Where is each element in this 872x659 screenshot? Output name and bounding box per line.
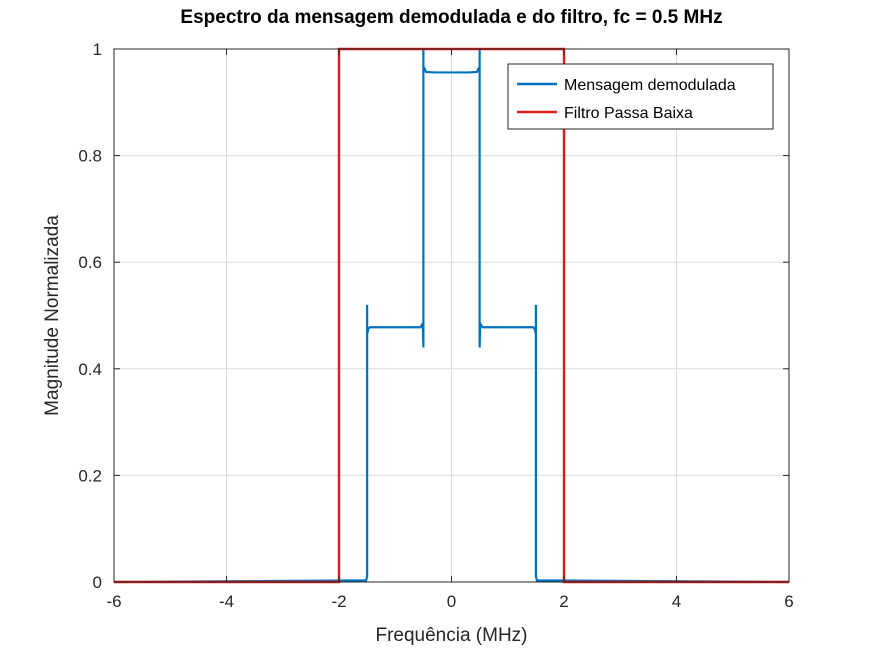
x-tick-label: -6 [106, 592, 121, 611]
y-tick-label: 0.8 [78, 147, 102, 166]
series-line-1 [113, 49, 790, 584]
y-tick-label: 0.4 [78, 360, 102, 379]
x-tick-label: 6 [784, 592, 793, 611]
x-tick-label: 0 [447, 592, 456, 611]
x-tick-label: -4 [219, 592, 234, 611]
y-axis-label: Magnitude Normalizada [42, 215, 63, 416]
y-tick-label: 1 [93, 40, 102, 59]
legend: Mensagem demodulada Filtro Passa Baixa [507, 63, 774, 130]
x-tick-label: 4 [672, 592, 681, 611]
y-tick-label: 0 [93, 573, 102, 592]
x-tick-label: -2 [331, 592, 346, 611]
ticks: -6 -4 -2 0 2 4 6 0 0.2 0.4 0.6 0.8 1 [78, 40, 793, 611]
y-tick-label: 0.2 [78, 466, 102, 485]
legend-entry: Filtro Passa Baixa [564, 105, 693, 122]
x-axis-label: Frequência (MHz) [375, 625, 527, 646]
legend-box [507, 63, 774, 130]
chart-title: Espectro da mensagem demodulada e do fil… [180, 7, 722, 28]
y-tick-label: 0.6 [78, 253, 102, 272]
x-tick-label: 2 [559, 592, 568, 611]
legend-entry: Mensagem demodulada [564, 77, 736, 94]
